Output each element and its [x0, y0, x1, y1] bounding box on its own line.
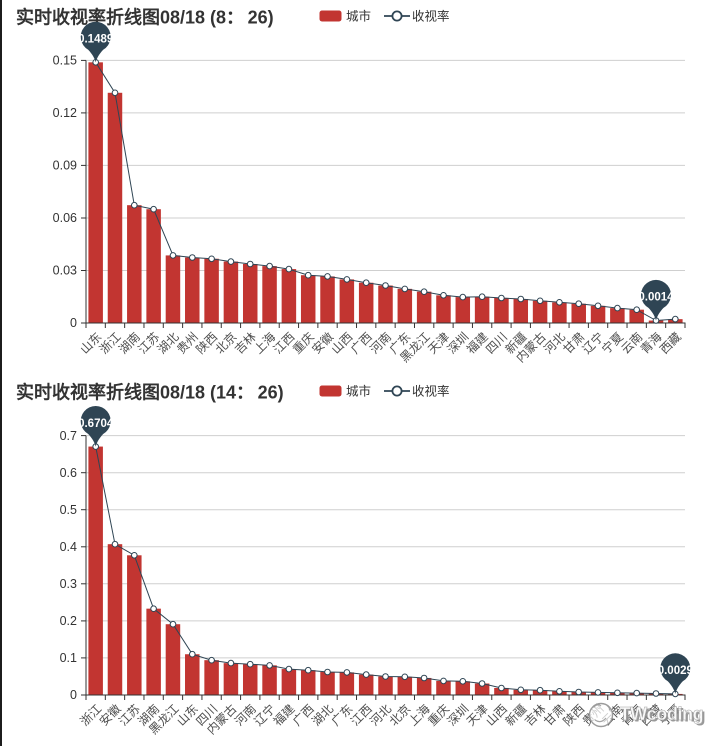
svg-text:0.1489: 0.1489 [78, 34, 113, 46]
svg-text:0.06: 0.06 [53, 211, 77, 225]
svg-text:0.3: 0.3 [60, 577, 77, 591]
svg-text:0.12: 0.12 [53, 106, 77, 120]
svg-text:0.2: 0.2 [60, 614, 77, 628]
svg-text:0: 0 [70, 688, 77, 702]
svg-text:0.03: 0.03 [53, 264, 77, 278]
svg-text:0: 0 [70, 316, 77, 330]
svg-text:0.0014: 0.0014 [638, 292, 674, 304]
svg-text:TWcoding: TWcoding [620, 704, 704, 724]
svg-text:城市: 城市 [346, 384, 371, 399]
svg-text:0.6704: 0.6704 [78, 418, 114, 430]
svg-text:TWcoding: TWcoding [622, 706, 706, 726]
svg-text:0.0029: 0.0029 [658, 665, 693, 677]
svg-text:0.4: 0.4 [60, 540, 77, 554]
svg-text:0.09: 0.09 [53, 159, 77, 173]
svg-text:实时收视率折线图08/18 (8： 26): 实时收视率折线图08/18 (8： 26) [16, 7, 274, 28]
svg-text:0.5: 0.5 [60, 503, 77, 517]
svg-text:0.6: 0.6 [60, 466, 77, 480]
svg-text:收视率: 收视率 [412, 9, 450, 24]
svg-text:0.1: 0.1 [60, 651, 77, 665]
svg-text:0.15: 0.15 [53, 54, 77, 68]
svg-text:0.7: 0.7 [60, 429, 77, 443]
svg-text:城市: 城市 [346, 9, 371, 24]
svg-text:实时收视率折线图08/18 (14： 26): 实时收视率折线图08/18 (14： 26) [16, 382, 284, 403]
svg-text:收视率: 收视率 [412, 384, 450, 399]
